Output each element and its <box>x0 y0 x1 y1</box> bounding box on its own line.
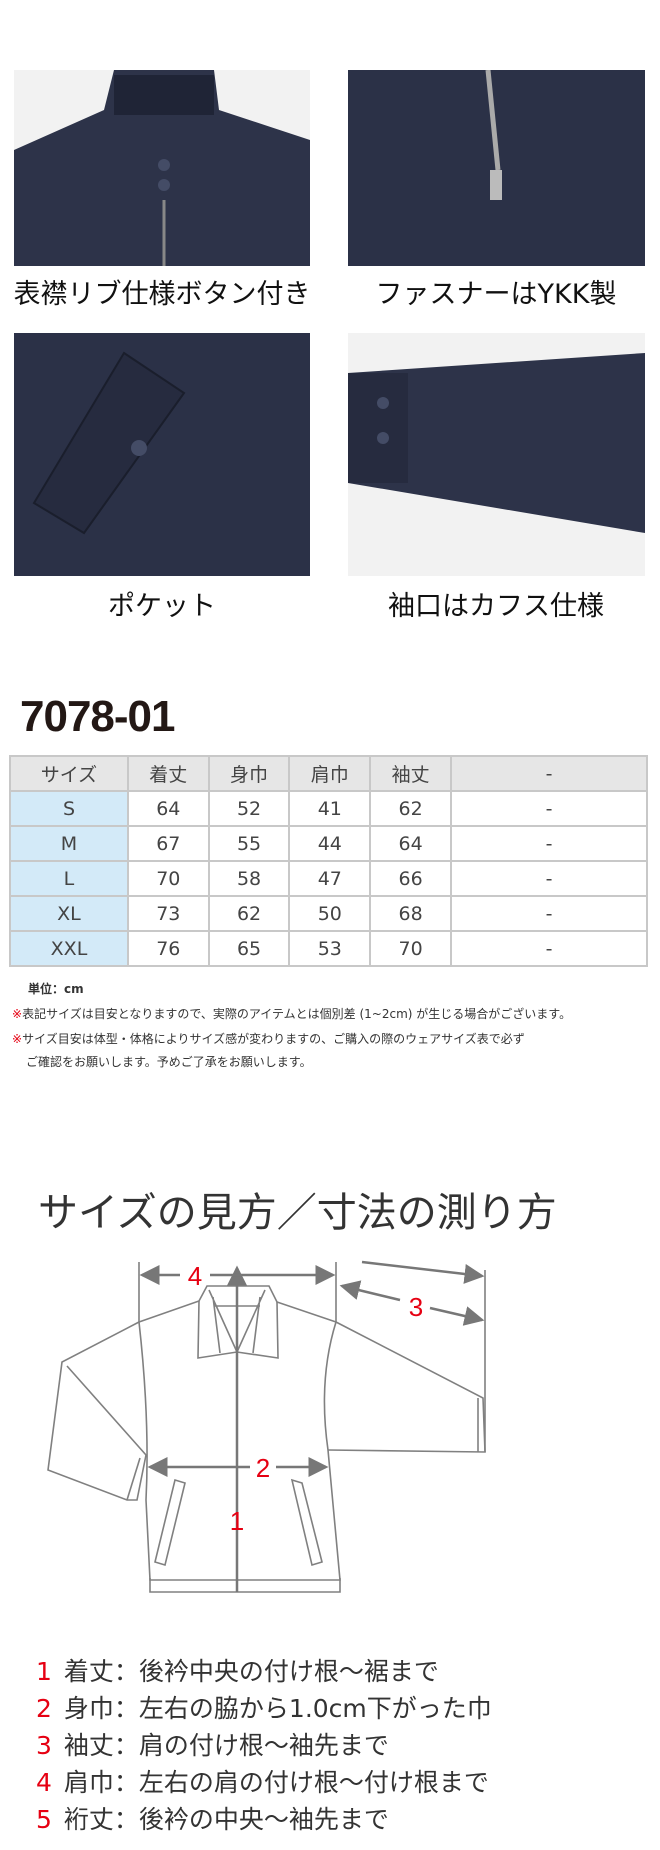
dimension-lines <box>139 1260 485 1592</box>
note-text: 表記サイズは目安となりますので、実際のアイテムとは個別差 (1~2cm) が生じ… <box>22 1007 572 1021</box>
value-cell: - <box>450 860 648 897</box>
value-cell: 50 <box>288 895 372 932</box>
legend-text: 袖丈：肩の付け根～袖先まで <box>63 1731 389 1760</box>
value-cell: 52 <box>207 790 291 827</box>
measure-heading: サイズの見方／寸法の測り方 <box>38 1190 557 1236</box>
size-cell: S <box>9 790 129 827</box>
value-cell: 70 <box>126 860 210 897</box>
legend-item: 5 裄丈：後衿の中央～袖先まで <box>36 1800 389 1836</box>
note-1: ※表記サイズは目安となりますので、実際のアイテムとは個別差 (1~2cm) が生… <box>12 1005 571 1022</box>
legend-number: 2 <box>36 1694 52 1723</box>
label-2: 2 <box>256 1453 270 1483</box>
column-header: 袖丈 <box>369 755 452 792</box>
feature-caption: ファスナーはYKK製 <box>375 279 617 310</box>
legend-number: 3 <box>36 1731 52 1760</box>
size-cell: XXL <box>9 930 129 967</box>
note-2-cont: ご確認をお願いします。予めご了承をお願いします。 <box>26 1055 312 1069</box>
value-cell: 58 <box>207 860 291 897</box>
feature-caption: 表襟リブ仕様ボタン付き <box>13 279 311 310</box>
feature-caption: ポケット <box>108 591 216 622</box>
legend-text: 着丈：後衿中央の付け根～裾まで <box>63 1657 439 1686</box>
size-table: サイズ 着丈 身巾 肩巾 袖丈 - S 64 52 41 62- M 67 55 44 64- L 70 58 47… <box>9 755 648 967</box>
table-row: M 67 55 44 64- <box>9 825 648 862</box>
legend-text: 裄丈：後衿の中央～袖先まで <box>63 1805 389 1834</box>
value-cell: - <box>450 930 648 967</box>
note-text: サイズ目安は体型・体格によりサイズ感が変わりますの、ご購入の際のウェアサイズ表で… <box>22 1032 525 1046</box>
value-cell: 76 <box>126 930 210 967</box>
table-row: S 64 52 41 62- <box>9 790 648 827</box>
size-cell: L <box>9 860 129 897</box>
legend-number: 4 <box>36 1768 52 1797</box>
pocket-photo <box>14 333 310 576</box>
label-4: 4 <box>188 1261 202 1291</box>
collar-photo <box>14 70 310 266</box>
column-header: サイズ <box>9 755 129 792</box>
legend-item: 3 袖丈：肩の付け根～袖先まで <box>36 1726 389 1762</box>
value-cell: 41 <box>288 790 372 827</box>
legend-item: 2 身巾：左右の脇から1.0cm下がった巾 <box>36 1689 492 1725</box>
table-row: XL 73 62 50 68- <box>9 895 648 932</box>
legend-text: 身巾：左右の脇から1.0cm下がった巾 <box>63 1694 492 1723</box>
value-cell: 66 <box>369 860 452 897</box>
label-1: 1 <box>230 1506 244 1536</box>
column-header: - <box>450 755 648 792</box>
legend-item: 4 肩巾：左右の肩の付け根～付け根まで <box>36 1763 489 1799</box>
table-row: L 70 58 47 66- <box>9 860 648 897</box>
column-header: 着丈 <box>126 755 210 792</box>
zipper-photo <box>348 70 645 266</box>
value-cell: - <box>450 895 648 932</box>
column-header: 肩巾 <box>288 755 372 792</box>
legend-item: 1 着丈：後衿中央の付け根～裾まで <box>36 1652 439 1688</box>
value-cell: 62 <box>207 895 291 932</box>
value-cell: 67 <box>126 825 210 862</box>
note-2: ※サイズ目安は体型・体格によりサイズ感が変わりますの、ご購入の際のウェアサイズ表… <box>12 1030 525 1047</box>
value-cell: 62 <box>369 790 452 827</box>
value-cell: 68 <box>369 895 452 932</box>
legend-number: 1 <box>36 1657 52 1686</box>
value-cell: 47 <box>288 860 372 897</box>
value-cell: 44 <box>288 825 372 862</box>
legend-text: 肩巾：左右の肩の付け根～付け根まで <box>63 1768 489 1797</box>
value-cell: 64 <box>126 790 210 827</box>
column-header: 身巾 <box>207 755 291 792</box>
size-cell: M <box>9 825 129 862</box>
value-cell: 55 <box>207 825 291 862</box>
product-code: 7078-01 <box>20 692 175 741</box>
value-cell: - <box>450 825 648 862</box>
cuff-photo <box>348 333 645 576</box>
feature-caption: 袖口はカフス仕様 <box>388 591 604 622</box>
table-row: XXL 76 65 53 70- <box>9 930 648 967</box>
value-cell: 53 <box>288 930 372 967</box>
value-cell: 64 <box>369 825 452 862</box>
value-cell: 73 <box>126 895 210 932</box>
dim-3 <box>429 1306 485 1326</box>
legend-number: 5 <box>36 1805 52 1834</box>
size-cell: XL <box>9 895 129 932</box>
label-3: 3 <box>409 1292 423 1322</box>
unit-label: 単位：cm <box>28 982 84 996</box>
value-cell: 65 <box>207 930 291 967</box>
note-mark: ※ <box>12 1032 23 1046</box>
value-cell: - <box>450 790 648 827</box>
value-cell: 70 <box>369 930 452 967</box>
note-mark: ※ <box>12 1007 23 1021</box>
